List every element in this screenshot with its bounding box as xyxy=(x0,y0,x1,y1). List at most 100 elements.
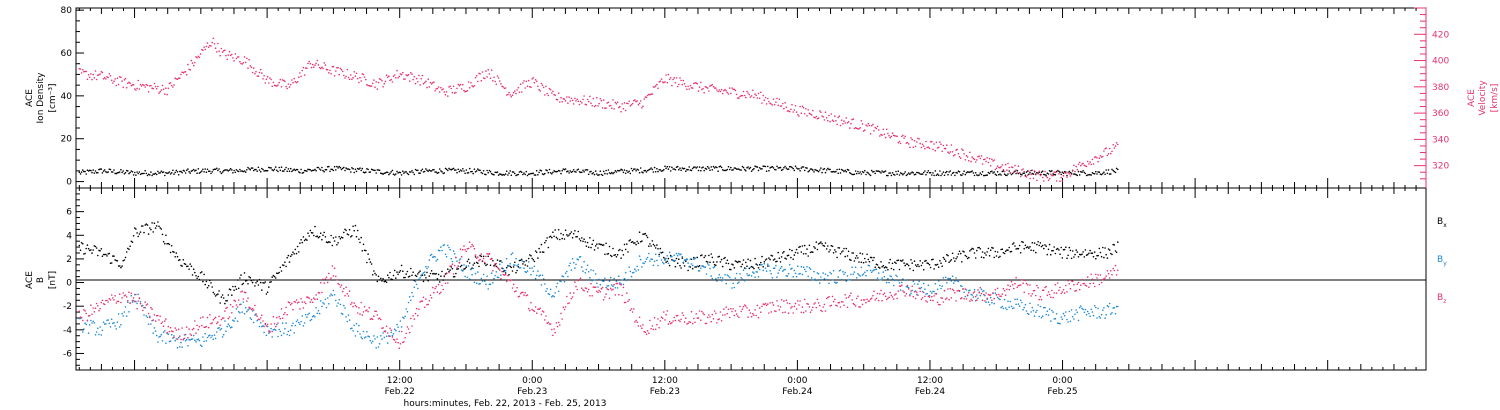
velocity-point xyxy=(913,139,916,142)
bx-point xyxy=(509,265,512,268)
velocity-point xyxy=(448,86,450,88)
bz-point xyxy=(743,304,746,306)
velocity-point xyxy=(702,87,704,90)
velocity-point xyxy=(210,45,212,47)
velocity-point xyxy=(933,143,935,145)
by-point xyxy=(114,325,116,327)
bx-point xyxy=(173,251,175,253)
by-point xyxy=(291,324,293,327)
bx-point xyxy=(279,266,282,269)
velocity-point xyxy=(155,88,158,90)
by-point xyxy=(233,320,235,322)
bx-point xyxy=(652,243,655,246)
velocity-point xyxy=(272,81,275,84)
density-point xyxy=(728,168,731,171)
density-point xyxy=(1006,174,1008,177)
velocity-point xyxy=(909,146,911,149)
velocity-point xyxy=(1070,173,1073,176)
by-point xyxy=(643,262,645,265)
velocity-point xyxy=(351,78,353,80)
velocity-point xyxy=(912,146,915,148)
bx-point xyxy=(161,233,164,236)
velocity-point xyxy=(116,77,119,80)
velocity-point xyxy=(831,119,834,121)
bx-point xyxy=(547,246,550,249)
by-point xyxy=(534,277,537,280)
by-point xyxy=(705,273,708,275)
bz-point xyxy=(566,295,568,298)
velocity-point xyxy=(369,85,372,87)
bz-point xyxy=(459,248,462,250)
by-point xyxy=(973,288,976,291)
velocity-point xyxy=(718,89,721,91)
by-point xyxy=(519,267,522,269)
bz-point xyxy=(309,301,312,303)
by-point xyxy=(303,322,306,324)
bz-point xyxy=(582,289,584,291)
bz-point xyxy=(503,274,506,276)
velocity-point xyxy=(812,109,814,112)
density-point xyxy=(118,171,121,173)
bz-point xyxy=(653,317,656,319)
bx-point xyxy=(366,261,368,264)
bx-point xyxy=(984,252,986,254)
velocity-point xyxy=(907,143,910,145)
velocity-point xyxy=(179,77,181,79)
velocity-tick-label: 380 xyxy=(1432,83,1449,93)
bz-point xyxy=(672,320,674,322)
bx-point xyxy=(615,255,618,258)
velocity-point xyxy=(874,126,876,129)
by-point xyxy=(122,315,124,317)
bz-point xyxy=(771,301,774,304)
density-point xyxy=(720,166,723,169)
velocity-point xyxy=(447,95,449,97)
by-point xyxy=(319,300,322,302)
velocity-point xyxy=(406,74,409,77)
bx-point xyxy=(116,260,119,262)
bx-point xyxy=(681,257,684,259)
density-point xyxy=(351,167,353,169)
velocity-point xyxy=(213,43,216,45)
bz-point xyxy=(218,315,220,318)
velocity-point xyxy=(93,77,96,79)
by-point xyxy=(259,322,262,324)
bx-point xyxy=(426,271,428,274)
density-point xyxy=(84,170,86,173)
bx-point xyxy=(457,268,460,270)
velocity-point xyxy=(965,154,968,157)
bx-point xyxy=(1003,252,1006,255)
velocity-point xyxy=(354,75,357,77)
bx-point xyxy=(746,265,748,268)
by-point xyxy=(709,267,711,270)
by-point xyxy=(742,269,745,272)
by-point xyxy=(712,266,715,269)
density-point xyxy=(287,168,290,170)
velocity-point xyxy=(315,62,317,65)
density-point xyxy=(393,174,396,176)
density-point xyxy=(741,165,744,168)
velocity-point xyxy=(1056,170,1059,172)
by-point xyxy=(646,256,649,259)
bx-point xyxy=(140,225,143,227)
density-point xyxy=(134,171,136,174)
velocity-point xyxy=(220,47,223,50)
density-point xyxy=(792,167,794,170)
bz-point xyxy=(412,315,414,317)
velocity-point xyxy=(779,105,782,107)
velocity-point xyxy=(1014,164,1016,167)
bz-point xyxy=(272,315,275,318)
bx-point xyxy=(201,271,203,273)
density-point xyxy=(419,172,421,174)
velocity-point xyxy=(459,83,462,86)
by-point xyxy=(1015,303,1017,306)
density-point xyxy=(829,168,831,171)
density-point xyxy=(621,169,623,171)
by-point xyxy=(1082,308,1084,311)
bz-point xyxy=(197,328,200,331)
bx-point xyxy=(413,279,416,282)
density-point xyxy=(579,171,582,174)
bx-point xyxy=(736,261,739,264)
by-point xyxy=(648,252,650,255)
by-point xyxy=(836,281,838,284)
density-point xyxy=(946,170,948,173)
